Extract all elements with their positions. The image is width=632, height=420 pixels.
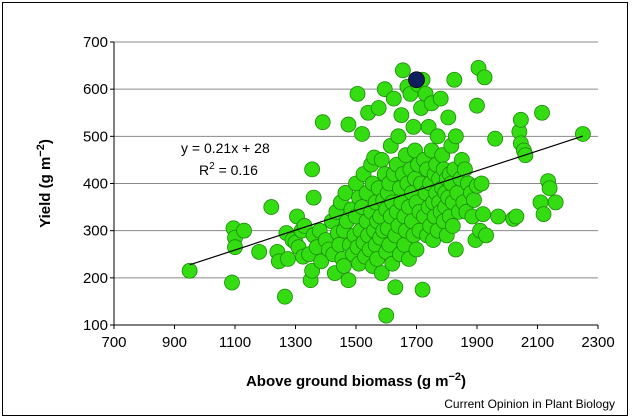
data-point xyxy=(349,85,366,102)
y-tick-label: 100 xyxy=(83,317,108,334)
data-point xyxy=(476,69,493,86)
x-tick-label: 1900 xyxy=(460,334,493,351)
data-point xyxy=(373,265,390,282)
data-point xyxy=(535,206,552,223)
data-point xyxy=(414,281,431,298)
data-point xyxy=(236,222,252,239)
data-point xyxy=(512,111,529,128)
data-point xyxy=(305,189,322,206)
data-point xyxy=(574,126,591,142)
data-point xyxy=(378,307,395,324)
points-layer xyxy=(181,60,591,324)
data-point xyxy=(469,97,485,114)
data-point xyxy=(370,100,387,116)
data-point xyxy=(446,71,463,88)
data-point xyxy=(405,119,422,135)
data-point xyxy=(280,251,296,267)
data-point xyxy=(373,152,390,168)
data-point xyxy=(541,180,558,197)
data-point xyxy=(534,104,550,121)
data-point xyxy=(394,62,411,79)
data-point xyxy=(487,130,504,147)
data-point xyxy=(508,208,525,225)
data-point xyxy=(277,288,293,305)
label-layer: y = 0.21x + 28 R2 = 0.16 Above ground biom… xyxy=(35,139,466,390)
y-tick-label: 400 xyxy=(83,176,108,193)
equation-label: y = 0.21x + 28 xyxy=(181,140,270,156)
data-point xyxy=(390,128,407,145)
data-point xyxy=(547,194,564,211)
x-tick-label: 1300 xyxy=(279,334,312,351)
data-point xyxy=(354,126,370,142)
x-tick-label: 900 xyxy=(162,334,187,351)
y-tick-label: 300 xyxy=(83,223,108,240)
r-squared-label: R2 = 0.16 xyxy=(199,161,258,178)
data-point xyxy=(466,192,482,208)
data-point xyxy=(224,274,240,291)
x-tick-label: 1700 xyxy=(400,334,433,351)
y-tick-label: 700 xyxy=(83,34,108,51)
y-tick-label: 600 xyxy=(83,81,108,98)
x-tick-label: 1500 xyxy=(339,334,372,351)
x-tick-label: 2100 xyxy=(521,334,554,351)
data-point xyxy=(387,279,404,296)
data-point xyxy=(393,107,410,124)
scatter-chart: 100 200 300 400 500 600 700 700 900 1100 1300 1500 1… xyxy=(35,34,615,390)
x-tick-label: 700 xyxy=(101,334,126,351)
y-tick-label: 500 xyxy=(83,128,108,145)
figure-frame: 100 200 300 400 500 600 700 700 900 1100 1300 1500 1… xyxy=(2,2,628,416)
data-point xyxy=(447,241,464,258)
data-point xyxy=(181,262,198,279)
axis-layer: 100 200 300 400 500 600 700 700 900 1100 1300 1500 1… xyxy=(83,34,615,351)
data-point xyxy=(340,272,357,289)
data-point xyxy=(440,109,457,126)
data-point xyxy=(473,175,490,192)
trend-layer xyxy=(189,135,584,266)
data-point xyxy=(432,90,449,107)
y-tick-label: 200 xyxy=(83,270,108,287)
x-tick-label: 2300 xyxy=(581,334,614,351)
highlight-point xyxy=(408,71,425,89)
x-tick-label: 1100 xyxy=(219,334,251,351)
data-point xyxy=(251,243,268,260)
data-point xyxy=(304,161,321,178)
data-point xyxy=(490,208,507,225)
data-point xyxy=(313,253,330,270)
trendline xyxy=(189,135,584,266)
credit-text: Current Opinion in Plant Biology xyxy=(444,397,615,411)
data-point xyxy=(444,218,461,234)
y-axis-title: Yield (g m−2) xyxy=(35,139,54,228)
data-point xyxy=(335,258,352,274)
data-point xyxy=(478,227,494,244)
data-point xyxy=(340,116,357,133)
data-point xyxy=(429,128,446,145)
data-point xyxy=(314,114,331,131)
data-point xyxy=(408,241,425,258)
data-point xyxy=(263,199,280,215)
x-axis-title: Above ground biomass (g m−2) xyxy=(246,371,466,390)
data-point xyxy=(227,239,243,256)
data-point xyxy=(385,90,402,107)
data-point xyxy=(447,128,464,145)
data-point xyxy=(475,206,491,223)
